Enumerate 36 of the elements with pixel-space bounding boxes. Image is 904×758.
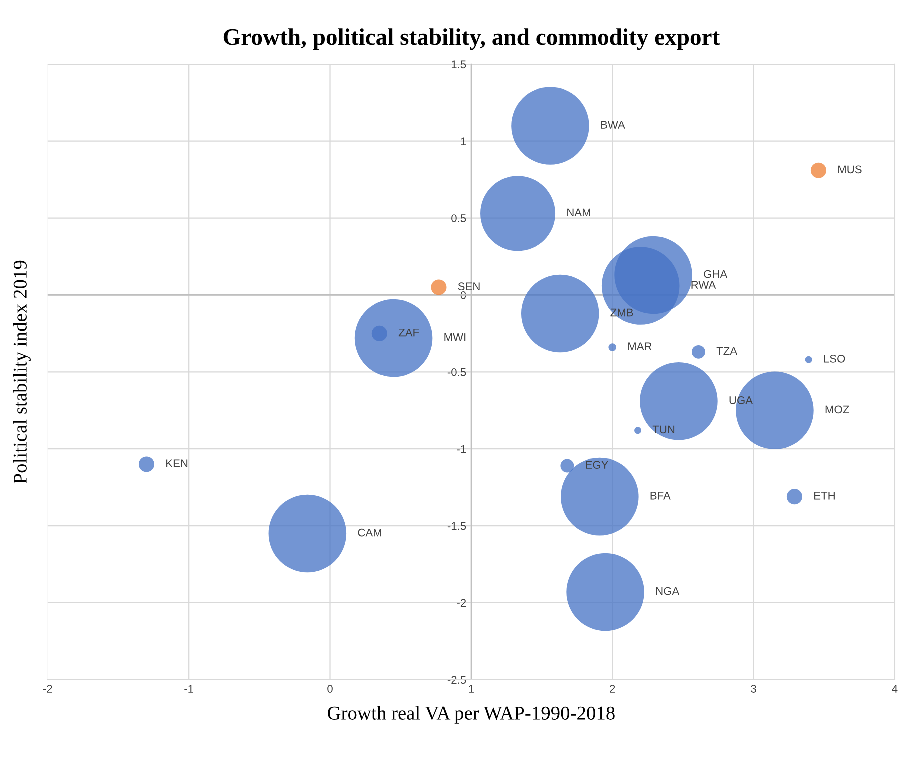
y-tick-label: -0.5 — [448, 368, 466, 376]
x-tick-label: 1 — [469, 685, 474, 693]
y-tick-label: -2 — [457, 599, 466, 608]
data-label: CAM — [358, 528, 382, 537]
data-label: TZA — [716, 347, 738, 356]
data-label: BFA — [650, 492, 671, 500]
data-label: BWA — [601, 121, 626, 129]
y-tick-label: -1 — [457, 445, 466, 454]
y-tick-label: 1.5 — [452, 60, 466, 69]
data-label: MUS — [838, 166, 862, 174]
y-tick-label: 1 — [461, 138, 466, 146]
data-label: NGA — [656, 587, 680, 596]
x-tick-label: 3 — [751, 685, 756, 693]
data-label: NAM — [568, 208, 590, 217]
data-label: SEN — [458, 282, 480, 291]
data-label: MAR — [628, 342, 652, 350]
data-label: ZAF — [398, 328, 420, 337]
x-tick-label: 2 — [610, 685, 616, 693]
data-label: EGY — [586, 461, 608, 470]
y-tick-label: 0.5 — [452, 214, 466, 222]
data-label: ETH — [814, 492, 835, 500]
data-label: RWA — [692, 281, 716, 289]
data-label: MWI — [444, 334, 466, 342]
data-label: TUN — [652, 426, 675, 434]
chart-title: Growth, political stability, and commodity export — [224, 28, 720, 50]
y-tick-label: -1.5 — [448, 522, 466, 530]
x-axis-title: Growth real VA per WAP-1990-2018 — [328, 706, 615, 724]
x-tick-label: 0 — [328, 685, 333, 693]
data-label: LSO — [824, 354, 846, 363]
data-label: GHA — [704, 270, 728, 278]
y-axis-title: Political stability index 2019 — [13, 260, 31, 484]
data-label: MOZ — [826, 406, 850, 414]
x-tick-label: 4 — [892, 685, 898, 693]
data-label: KEN — [166, 460, 188, 468]
x-tick-label: -2 — [43, 685, 52, 693]
x-tick-label: -1 — [184, 685, 194, 693]
